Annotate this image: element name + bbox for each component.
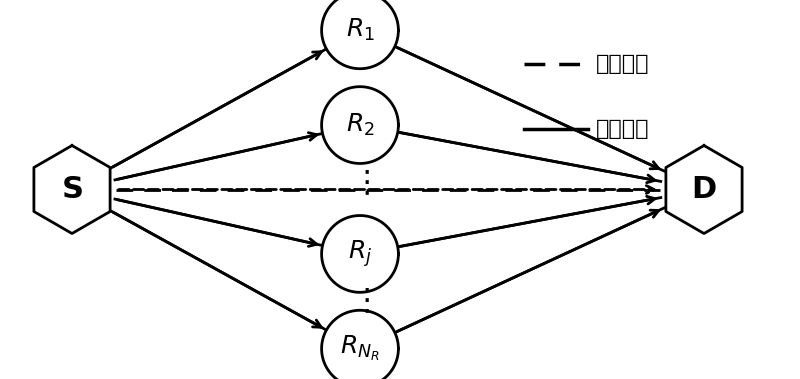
Text: $R_1$: $R_1$ [346, 17, 374, 44]
Polygon shape [666, 146, 742, 233]
Text: $R_{N_R}$: $R_{N_R}$ [340, 334, 380, 363]
Polygon shape [322, 216, 398, 292]
Text: 直传链路: 直传链路 [596, 55, 650, 74]
Polygon shape [322, 87, 398, 163]
Text: $\vdots$: $\vdots$ [350, 287, 370, 316]
Text: $\vdots$: $\vdots$ [350, 169, 370, 198]
Text: $\mathbf{D}$: $\mathbf{D}$ [691, 175, 717, 204]
Polygon shape [34, 146, 110, 233]
Text: $R_j$: $R_j$ [348, 238, 372, 269]
Text: $\mathbf{S}$: $\mathbf{S}$ [61, 175, 83, 204]
Polygon shape [322, 310, 398, 379]
Text: 中继链路: 中继链路 [596, 119, 650, 139]
Polygon shape [322, 0, 398, 69]
Text: $R_2$: $R_2$ [346, 112, 374, 138]
